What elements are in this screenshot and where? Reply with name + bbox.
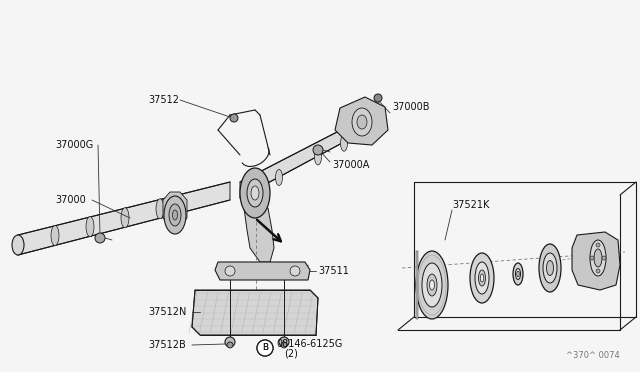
Ellipse shape xyxy=(251,186,259,200)
Ellipse shape xyxy=(340,135,348,151)
Ellipse shape xyxy=(12,235,24,255)
Circle shape xyxy=(590,256,594,260)
Ellipse shape xyxy=(173,210,177,220)
Circle shape xyxy=(227,342,233,348)
Text: (2): (2) xyxy=(284,348,298,358)
Polygon shape xyxy=(240,115,370,198)
Text: ^370^ 0074: ^370^ 0074 xyxy=(566,350,620,359)
Ellipse shape xyxy=(539,244,561,292)
Ellipse shape xyxy=(547,260,554,276)
Ellipse shape xyxy=(121,208,129,228)
Circle shape xyxy=(596,243,600,247)
Ellipse shape xyxy=(480,274,484,282)
Ellipse shape xyxy=(156,199,164,219)
Ellipse shape xyxy=(590,240,606,276)
Polygon shape xyxy=(335,97,388,145)
Ellipse shape xyxy=(352,108,372,136)
Text: 37000B: 37000B xyxy=(392,102,429,112)
Ellipse shape xyxy=(513,263,523,285)
Ellipse shape xyxy=(416,251,448,319)
Polygon shape xyxy=(18,182,230,255)
Text: 37000: 37000 xyxy=(55,195,86,205)
Circle shape xyxy=(279,337,289,347)
Polygon shape xyxy=(192,290,318,335)
Ellipse shape xyxy=(422,263,442,307)
Polygon shape xyxy=(572,232,620,290)
Ellipse shape xyxy=(515,269,520,279)
Text: 37000A: 37000A xyxy=(332,160,369,170)
Ellipse shape xyxy=(427,274,437,296)
Ellipse shape xyxy=(314,149,321,165)
Ellipse shape xyxy=(357,115,367,129)
Ellipse shape xyxy=(543,253,557,283)
Circle shape xyxy=(230,114,238,122)
Text: 37521K: 37521K xyxy=(452,200,490,210)
Ellipse shape xyxy=(86,217,94,237)
Polygon shape xyxy=(215,262,310,280)
Polygon shape xyxy=(244,208,274,262)
Ellipse shape xyxy=(51,225,59,246)
Ellipse shape xyxy=(240,168,270,218)
Ellipse shape xyxy=(470,253,494,303)
Text: 08146-6125G: 08146-6125G xyxy=(276,339,342,349)
Text: 37512: 37512 xyxy=(148,95,179,105)
Circle shape xyxy=(257,340,273,356)
Text: B: B xyxy=(262,343,268,353)
Polygon shape xyxy=(163,192,187,226)
Circle shape xyxy=(95,233,105,243)
Circle shape xyxy=(281,342,287,348)
Ellipse shape xyxy=(594,249,602,267)
Circle shape xyxy=(290,266,300,276)
Ellipse shape xyxy=(164,196,186,234)
Ellipse shape xyxy=(169,204,181,226)
Ellipse shape xyxy=(275,170,282,186)
Polygon shape xyxy=(416,251,418,319)
Circle shape xyxy=(596,269,600,273)
Circle shape xyxy=(313,145,323,155)
Circle shape xyxy=(225,266,235,276)
Text: 37000G: 37000G xyxy=(55,140,93,150)
Ellipse shape xyxy=(516,271,519,277)
Text: B: B xyxy=(262,343,268,353)
Circle shape xyxy=(374,94,382,102)
Ellipse shape xyxy=(429,280,435,290)
Circle shape xyxy=(602,256,606,260)
Ellipse shape xyxy=(479,270,486,286)
Ellipse shape xyxy=(247,179,263,207)
Text: 37511: 37511 xyxy=(318,266,349,276)
Circle shape xyxy=(225,337,235,347)
Text: 37512N: 37512N xyxy=(148,307,186,317)
Ellipse shape xyxy=(475,262,489,294)
Text: 37512B: 37512B xyxy=(148,340,186,350)
Circle shape xyxy=(257,340,273,356)
